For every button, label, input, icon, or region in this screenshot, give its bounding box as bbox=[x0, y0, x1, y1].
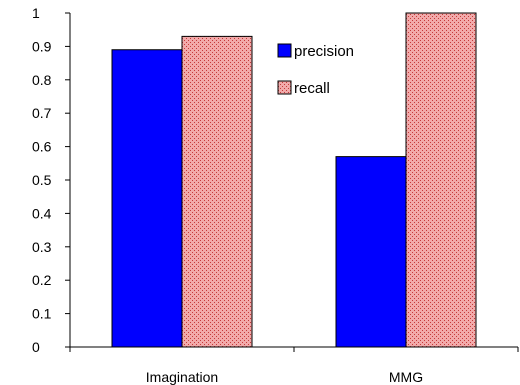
bar-recall-mmg bbox=[405, 12, 477, 348]
y-axis: 0 0.1 0.2 0.3 0.4 0.5 0.6 0.7 0.8 0.9 1 bbox=[32, 5, 71, 355]
bar-recall-imagination bbox=[181, 35, 253, 348]
y-tick-label: 0.9 bbox=[32, 38, 52, 54]
plot-area bbox=[111, 12, 477, 348]
y-tick-label: 0.7 bbox=[32, 105, 52, 121]
legend-label-precision: precision bbox=[294, 43, 354, 60]
y-tick-label: 0.4 bbox=[32, 205, 52, 221]
bar-precision-imagination bbox=[111, 49, 183, 348]
y-tick-label: 0.8 bbox=[32, 72, 52, 88]
y-tick-label: 0.6 bbox=[32, 139, 52, 155]
x-tick-label: MMG bbox=[389, 369, 423, 385]
legend-swatch-precision bbox=[277, 43, 292, 58]
legend-swatch-recall bbox=[277, 80, 292, 95]
y-tick-label: 1 bbox=[32, 5, 40, 21]
y-tick-label: 0.3 bbox=[32, 239, 52, 255]
legend-label-recall: recall bbox=[294, 80, 330, 97]
y-tick-label: 0.2 bbox=[32, 272, 52, 288]
y-tick-label: 0.1 bbox=[32, 306, 52, 322]
x-tick-label: Imagination bbox=[146, 369, 218, 385]
legend: precision recall bbox=[277, 43, 354, 97]
x-axis: Imagination MMG bbox=[69, 346, 519, 385]
y-tick-label: 0.5 bbox=[32, 172, 52, 188]
bar-precision-mmg bbox=[335, 156, 407, 348]
y-tick-label: 0 bbox=[32, 339, 40, 355]
